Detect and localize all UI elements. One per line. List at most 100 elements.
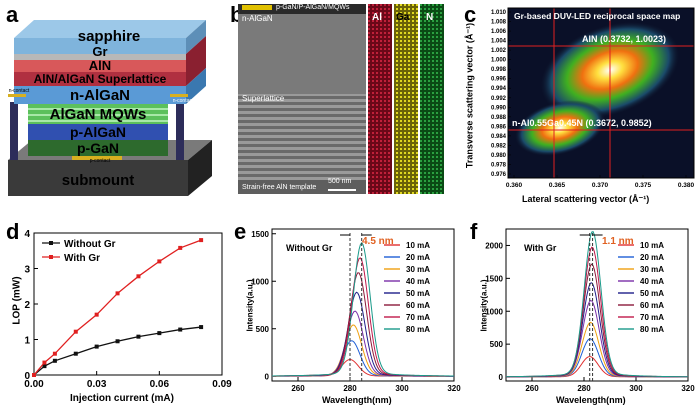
layer-p-gan: p-GaN bbox=[77, 140, 119, 156]
spectrum-chart-without-gr: 0 500 1000 1500 260 280 300 320 10 mA 20 mA 30 mA 4… bbox=[251, 228, 461, 393]
layer-n-algan: n-AlGaN bbox=[70, 86, 130, 104]
spectrum-x-tick-label: 320 bbox=[681, 384, 695, 393]
panel-b: b p-GaN/P-AlGaN/MQWs n-AlGaN Superla bbox=[228, 0, 448, 200]
spectrum-legend-label: 40 mA bbox=[406, 277, 430, 286]
spectrum-e-xlabel: Wavelength(nm) bbox=[322, 395, 392, 405]
rsm-y-tick-label: 0.984 bbox=[491, 134, 507, 140]
tem-top-band bbox=[238, 4, 366, 14]
lop-y-tick-label: 3 bbox=[24, 265, 30, 276]
eds-label-n: N bbox=[426, 12, 434, 23]
spectrum-chart-with-gr: 0 500 1000 1500 2000 260 280 300 320 10 mA 20 mA 30… bbox=[485, 228, 695, 393]
n-contact-label-left: n-contact bbox=[8, 88, 30, 94]
rsm-y-tick-label: 1.000 bbox=[491, 58, 507, 64]
lop-point bbox=[157, 331, 162, 336]
tem-image bbox=[238, 4, 444, 194]
lop-series-line bbox=[33, 326, 202, 376]
mqw-stripe bbox=[28, 114, 168, 116]
lop-x-tick-label: 0.09 bbox=[212, 379, 232, 390]
tem-superlattice-region bbox=[238, 94, 366, 180]
device-structure-diagram bbox=[8, 20, 212, 196]
tem-n-algan-label: n-AlGaN bbox=[242, 14, 273, 23]
spectrum-x-tick-label: 280 bbox=[577, 384, 591, 393]
sapphire-top bbox=[14, 20, 206, 38]
spectrum-x-tick-label: 300 bbox=[395, 384, 409, 393]
spectrum-legend-label: 70 mA bbox=[640, 313, 664, 322]
eds-label-ga: Ga bbox=[396, 12, 410, 23]
panel-c: c 1.010 1.008 1.006 1.004 1.002 1.000 0.998 0.9… bbox=[450, 0, 700, 210]
rsm-xlabel: Lateral scattering vector (Å⁻¹) bbox=[522, 194, 650, 204]
mqw-stripe bbox=[28, 120, 168, 122]
tem-template-label: Strain-free AlN template bbox=[242, 184, 317, 191]
spectrum-series-line bbox=[505, 231, 689, 378]
panel-d-label: d bbox=[6, 219, 20, 244]
spectrum-legend-label: 50 mA bbox=[640, 289, 664, 298]
panel-e: e 0 500 1000 1500 260 280 300 320 10 mA 20 mA 30 m… bbox=[232, 215, 466, 409]
rsm-ylabel: Transverse scattering vector (Å⁻¹) bbox=[464, 22, 475, 169]
tem-n-algan-region bbox=[238, 14, 366, 94]
rsm-y-tick-label: 1.008 bbox=[491, 20, 507, 26]
rsm-y-ticks: 1.010 1.008 1.006 1.004 1.002 1.000 0.998 0.996… bbox=[491, 10, 511, 178]
panel-f: f 0 500 1000 1500 2000 260 280 300 320 10 mA 20 mA… bbox=[466, 215, 700, 409]
lop-point bbox=[94, 312, 99, 317]
spectrum-legend-label: 30 mA bbox=[640, 265, 664, 274]
spectrum-series-line bbox=[505, 338, 689, 378]
p-algan-front bbox=[28, 124, 168, 140]
eds-label-al: Al bbox=[372, 12, 382, 23]
superlattice-front bbox=[14, 72, 186, 86]
lop-x-tick-label: 0.03 bbox=[87, 379, 107, 390]
p-gan-front bbox=[28, 140, 168, 156]
panel-e-label: e bbox=[234, 219, 247, 244]
n-contact-pad-right bbox=[170, 94, 188, 97]
rsm-y-tick-label: 0.978 bbox=[491, 162, 507, 168]
spectrum-y-tick-label: 1000 bbox=[251, 277, 269, 286]
spectrum-y-tick-label: 1000 bbox=[485, 307, 503, 316]
spectrum-y-tick-label: 1500 bbox=[485, 274, 503, 283]
layer-sapphire: sapphire bbox=[77, 27, 141, 45]
panel-c-label: c bbox=[464, 2, 477, 27]
spectrum-series-line bbox=[505, 356, 689, 378]
eds-map-al bbox=[368, 4, 392, 194]
lop-x-tick-label: 0.06 bbox=[150, 379, 170, 390]
rsm-y-tick-label: 1.002 bbox=[491, 48, 507, 54]
spectrum-x-tick-label: 260 bbox=[525, 384, 539, 393]
lop-point bbox=[115, 291, 120, 296]
lop-point bbox=[94, 344, 99, 349]
rsm-y-tick-label: 0.994 bbox=[491, 86, 507, 92]
spectrum-legend-label: 50 mA bbox=[406, 289, 430, 298]
lop-point bbox=[157, 259, 162, 264]
n-algan-front bbox=[14, 86, 186, 104]
rsm-frame bbox=[507, 7, 695, 179]
panel-d: d 0 1 2 3 4 0.00 0.03 0.06 0.09 Without Gr With Gr… bbox=[0, 215, 232, 409]
lop-y-tick-label: 4 bbox=[24, 229, 30, 240]
rsm-y-tick-label: 0.988 bbox=[491, 115, 507, 121]
lop-point bbox=[52, 351, 57, 356]
lop-point bbox=[199, 325, 204, 330]
spectrum-f-shift: 1.1 nm bbox=[602, 236, 634, 247]
spectrum-e-ylabel: Intensity(a.u.) bbox=[245, 279, 255, 332]
sapphire-front bbox=[14, 38, 186, 54]
spectrum-legend-label: 40 mA bbox=[640, 277, 664, 286]
p-contact-pad bbox=[72, 156, 122, 160]
upper-side bbox=[186, 36, 206, 86]
spectrum-series-line bbox=[505, 299, 689, 378]
layer-aln: AlN bbox=[88, 57, 112, 73]
spectrum-e-shift: 4.5 nm bbox=[362, 236, 394, 247]
layer-p-algan: p-AlGaN bbox=[70, 124, 126, 140]
lop-ylabel: LOP (mW) bbox=[11, 276, 23, 325]
spectrum-legend-label: 30 mA bbox=[406, 265, 430, 274]
rsm-y-tick-label: 0.982 bbox=[491, 143, 507, 149]
lop-legend-marker bbox=[49, 241, 53, 245]
rsm-y-tick-label: 1.004 bbox=[491, 39, 507, 45]
spectrum-y-tick-label: 500 bbox=[256, 325, 270, 334]
rsm-x-tick-label: 0.365 bbox=[549, 182, 566, 189]
lop-y-tick-label: 0 bbox=[24, 371, 30, 382]
rsm-x-tick-label: 0.370 bbox=[592, 182, 609, 189]
lop-chart: 0 1 2 3 4 0.00 0.03 0.06 0.09 Without Gr With Gr bbox=[24, 229, 232, 390]
rsm-x-tick-label: 0.360 bbox=[506, 182, 523, 189]
panel-f-label: f bbox=[470, 219, 478, 244]
lop-legend-label: Without Gr bbox=[64, 239, 116, 250]
submount-front bbox=[8, 160, 188, 196]
rsm-y-tick-label: 0.990 bbox=[491, 105, 507, 111]
lop-legend-marker bbox=[49, 255, 53, 259]
sapphire-side bbox=[186, 20, 206, 54]
